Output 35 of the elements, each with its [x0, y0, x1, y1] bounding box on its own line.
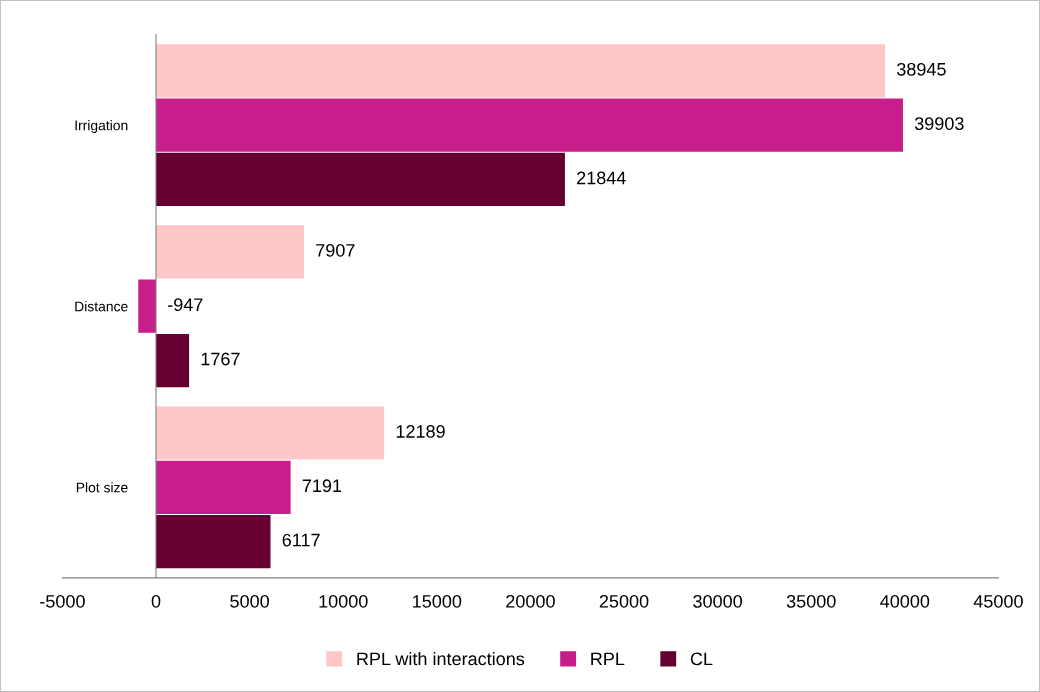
x-tick-label: 20000 [506, 594, 555, 608]
data-label: 12189 [396, 425, 445, 438]
data-label: 39903 [914, 117, 964, 130]
y-tick-label: Plot size [76, 482, 128, 493]
x-tick-label: 0 [151, 594, 161, 608]
data-label: -947 [168, 298, 203, 312]
x-tick-label: 45000 [973, 594, 1023, 608]
data-label: 6117 [282, 533, 320, 547]
x-tick-label: -5000 [40, 594, 85, 608]
x-tick-label: 10000 [319, 594, 368, 608]
data-label: 38945 [896, 62, 946, 76]
bar [156, 333, 190, 388]
x-tick-label: 25000 [599, 594, 649, 608]
bar [156, 406, 385, 460]
x-tick-label: 30000 [693, 594, 742, 608]
y-tick-label: Distance [75, 301, 128, 312]
x-tick-label: 5000 [230, 594, 269, 608]
legend-label: CL [690, 652, 713, 666]
bar [138, 279, 156, 333]
data-label: 7191 [302, 479, 342, 493]
legend-label: RPL [591, 652, 625, 666]
bar [156, 225, 305, 279]
bar [156, 98, 903, 152]
bar [156, 514, 271, 569]
x-tick-label: 15000 [413, 594, 462, 608]
y-tick-label: Irrigation [75, 120, 128, 134]
data-label: 21844 [577, 171, 626, 185]
data-label: 1767 [201, 352, 240, 366]
data-label: 7907 [316, 243, 355, 257]
legend-label: RPL with interactions [357, 652, 525, 666]
bar [156, 460, 291, 514]
bar [156, 44, 886, 98]
x-tick-label: 40000 [880, 594, 930, 608]
x-tick-label: 35000 [786, 594, 836, 608]
bar [156, 152, 565, 207]
